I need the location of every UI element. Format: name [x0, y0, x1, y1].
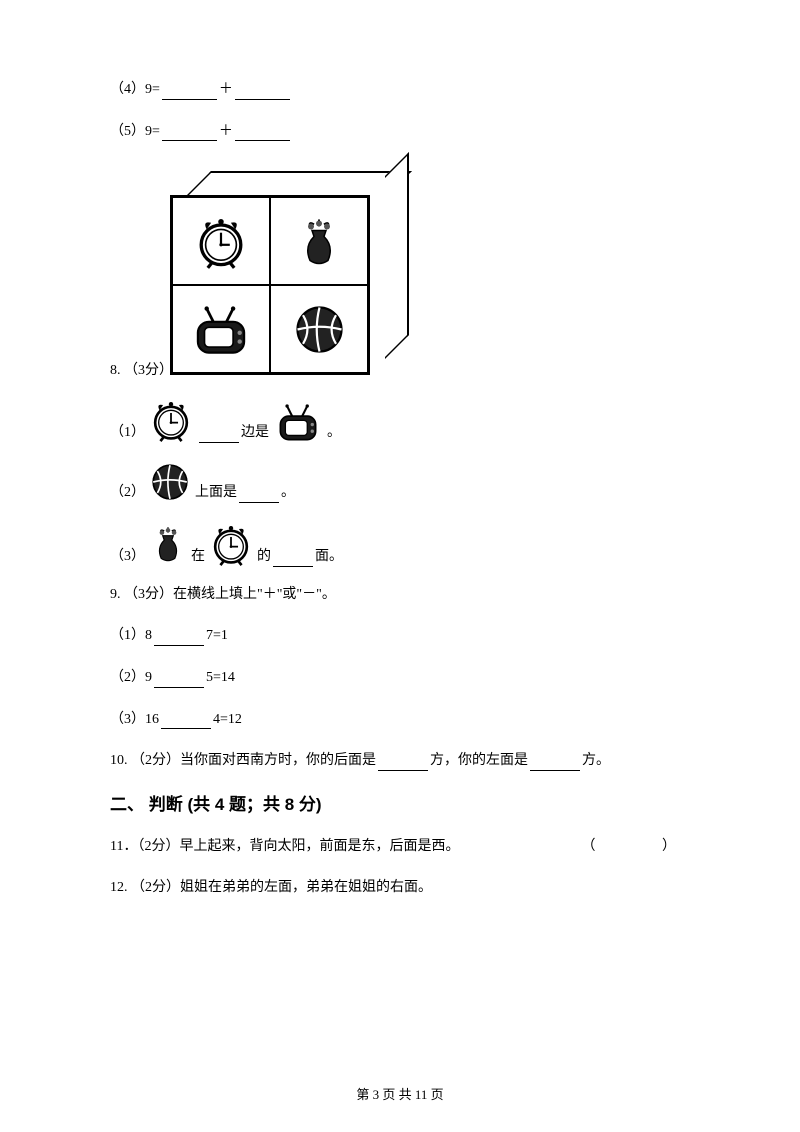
blank[interactable] [273, 551, 313, 567]
cell-tv [172, 285, 270, 373]
q-prev-4: （4）9= ＋ [110, 80, 690, 100]
q8-sub3-c: 的 [257, 547, 271, 567]
page-footer: 第 3 页 共 11 页 [0, 1086, 800, 1104]
plus-sign: ＋ [219, 122, 233, 142]
clock-icon-inline [149, 397, 193, 443]
blank[interactable] [235, 125, 290, 141]
blank[interactable] [239, 487, 279, 503]
q8-sub2-num: （2） [110, 483, 145, 503]
q-prev-5-label: （5）9= [110, 122, 160, 142]
q8-label-text: 8. （3分） [110, 363, 173, 378]
blank[interactable] [378, 755, 428, 771]
q12: 12. （2分）姐姐在弟弟的左面，弟弟在姐姐的右面。 [110, 878, 690, 898]
cube-side-face [385, 152, 409, 359]
q11-paren[interactable]: （ ） [582, 837, 691, 857]
blank[interactable] [154, 630, 204, 646]
blank[interactable] [199, 427, 239, 443]
blank[interactable] [154, 672, 204, 688]
q8-sub1-text: 边是 [241, 423, 269, 443]
q9-2a: （2）9 [110, 668, 152, 688]
ball-icon-inline [149, 461, 191, 503]
q11: 11．（2分）早上起来，背向太阳，前面是东，后面是西。 （ ） [110, 837, 690, 857]
section2-title: 二、 判断 (共 4 题；共 8 分) [110, 793, 690, 817]
tv-icon-inline [273, 401, 323, 443]
q10-a: 10. （2分）当你面对西南方时，你的后面是 [110, 751, 376, 771]
q9-1b: 7=1 [206, 626, 228, 646]
blank[interactable] [530, 755, 580, 771]
cube-top-face [187, 171, 412, 195]
q8-sub1: （1） 边是 。 [110, 397, 690, 443]
clock-icon [191, 214, 251, 269]
q8-sub3-d: 面。 [315, 547, 343, 567]
q-prev-5: （5）9= ＋ [110, 122, 690, 142]
q9-item2: （2）9 5=14 [110, 668, 690, 688]
q9-3b: 4=12 [213, 710, 242, 730]
q11-text: 11．（2分）早上起来，背向太阳，前面是东，后面是西。 [110, 837, 459, 857]
q8-sub3: （3） 在 的 面。 [110, 521, 690, 567]
plus-sign: ＋ [219, 80, 233, 100]
q8-sub1-end: 。 [327, 423, 341, 443]
q-prev-4-label: （4）9= [110, 80, 160, 100]
ball-icon [292, 302, 347, 357]
cell-vase [270, 197, 368, 285]
q12-text: 12. （2分）姐姐在弟弟的左面，弟弟在姐姐的右面。 [110, 878, 432, 898]
tv-icon [188, 302, 254, 357]
cell-ball [270, 285, 368, 373]
q9-label-text: 9. （3分）在横线上填上"＋"或"－"。 [110, 585, 336, 605]
q8-sub2-end: 。 [281, 483, 295, 503]
q8-sub2: （2） 上面是 。 [110, 461, 690, 503]
cube-grid [170, 171, 390, 375]
clock-icon-inline [209, 521, 253, 567]
q9-3a: （3）16 [110, 710, 159, 730]
blank[interactable] [235, 84, 290, 100]
vase-icon [294, 214, 344, 269]
q10-c: 方。 [582, 751, 610, 771]
q8-sub3-num: （3） [110, 547, 145, 567]
q8-sub2-text: 上面是 [195, 483, 237, 503]
q9-2b: 5=14 [206, 668, 235, 688]
blank[interactable] [162, 84, 217, 100]
q10: 10. （2分）当你面对西南方时，你的后面是 方，你的左面是 方。 [110, 751, 690, 771]
vase-icon-inline [149, 521, 187, 567]
q9-item1: （1）8 7=1 [110, 626, 690, 646]
q9-1a: （1）8 [110, 626, 152, 646]
blank[interactable] [162, 125, 217, 141]
cube-front-face [170, 195, 370, 375]
blank[interactable] [161, 713, 211, 729]
q8-sub1-num: （1） [110, 423, 145, 443]
q8-sub3-b: 在 [191, 547, 205, 567]
cell-clock [172, 197, 270, 285]
q9-label: 9. （3分）在横线上填上"＋"或"－"。 [110, 585, 690, 605]
q10-b: 方，你的左面是 [430, 751, 528, 771]
q9-item3: （3）16 4=12 [110, 710, 690, 730]
